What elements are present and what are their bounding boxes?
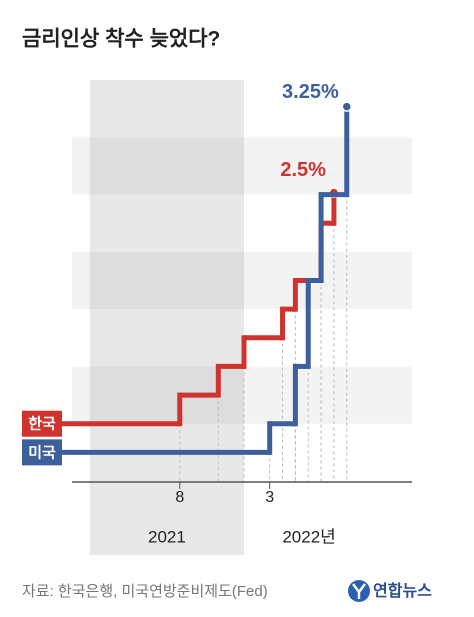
series: 3.25% 미국 bbox=[22, 81, 353, 466]
year-label: 2021 bbox=[148, 527, 186, 546]
year-label: 2022년 bbox=[282, 527, 335, 546]
logo-mark bbox=[352, 583, 366, 599]
x-tick-label: 3 bbox=[265, 489, 274, 506]
background-band bbox=[72, 80, 412, 138]
background-band bbox=[72, 366, 412, 424]
plot-area: 2021 2022년 8 3 2.5% 한국 3.25% 미국 bbox=[22, 80, 412, 555]
value-label: 3.25% bbox=[282, 81, 339, 103]
legend-label: 한국 bbox=[28, 416, 56, 433]
x-tick-label: 8 bbox=[175, 489, 184, 506]
legend-label: 미국 bbox=[28, 444, 56, 461]
background-band bbox=[72, 194, 412, 252]
value-label: 2.5% bbox=[280, 159, 326, 181]
source: 자료: 한국은행, 미국연방준비제도(Fed) bbox=[22, 583, 268, 600]
background-band bbox=[72, 137, 412, 195]
end-dot bbox=[341, 101, 353, 112]
legend-box bbox=[22, 439, 62, 466]
chart-title: 금리인상 착수 늦었다? bbox=[22, 28, 220, 51]
legend-box bbox=[22, 410, 62, 437]
year-band bbox=[89, 80, 244, 555]
logo-text: 연합뉴스 bbox=[373, 582, 432, 600]
background-band bbox=[72, 251, 412, 310]
